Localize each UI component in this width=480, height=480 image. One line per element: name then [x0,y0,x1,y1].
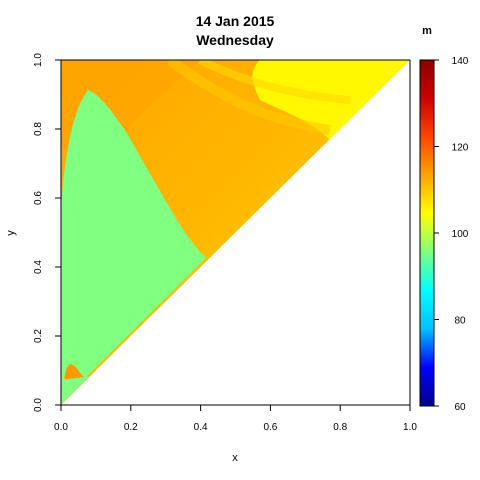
x-axis-label: x [232,452,238,464]
colorbar: m 60 80 100 120 140 [419,25,469,413]
heatmap-background-field [61,60,410,405]
colorbar-unit-label: m [422,25,432,37]
colorbar-tick-label: 120 [452,143,469,154]
y-tick-label: 0.0 [33,398,44,412]
heatmap-yellow-contour-b [198,60,351,104]
heatmap-yellow-contour-a [167,60,331,135]
x-tick-label: 0.0 [54,422,68,433]
colorbar-tick-label: 60 [454,402,466,413]
x-tick-label: 0.8 [333,422,347,433]
chart-subtitle: Wednesday [196,32,274,48]
x-axis: 0.0 0.2 0.4 0.6 0.8 1.0 [54,405,417,433]
y-tick-label: 0.4 [33,260,44,274]
colorbar-tick-label: 100 [452,229,469,240]
colorbar-tick-label: 80 [454,316,466,327]
x-tick-label: 0.4 [194,422,208,433]
y-axis: 0.0 0.2 0.4 0.6 0.8 1.0 [33,53,61,412]
heatmap-green-lower-fill [61,376,90,405]
chart-title: 14 Jan 2015 [196,13,275,29]
x-tick-label: 1.0 [403,422,417,433]
heatmap-green-region [61,90,206,405]
heatmap-layer [61,60,410,405]
y-axis-label: y [5,230,17,236]
y-tick-label: 0.8 [33,122,44,136]
x-tick-label: 0.6 [263,422,277,433]
colorbar-tick-label: 140 [452,56,469,67]
x-tick-label: 0.2 [124,422,138,433]
y-tick-label: 0.2 [33,329,44,343]
colorbar-gradient [419,59,435,407]
y-tick-label: 0.6 [33,191,44,205]
plot-frame [60,59,411,406]
colorbar-ticks: 60 80 100 120 140 [434,56,469,413]
y-tick-label: 1.0 [33,53,44,67]
